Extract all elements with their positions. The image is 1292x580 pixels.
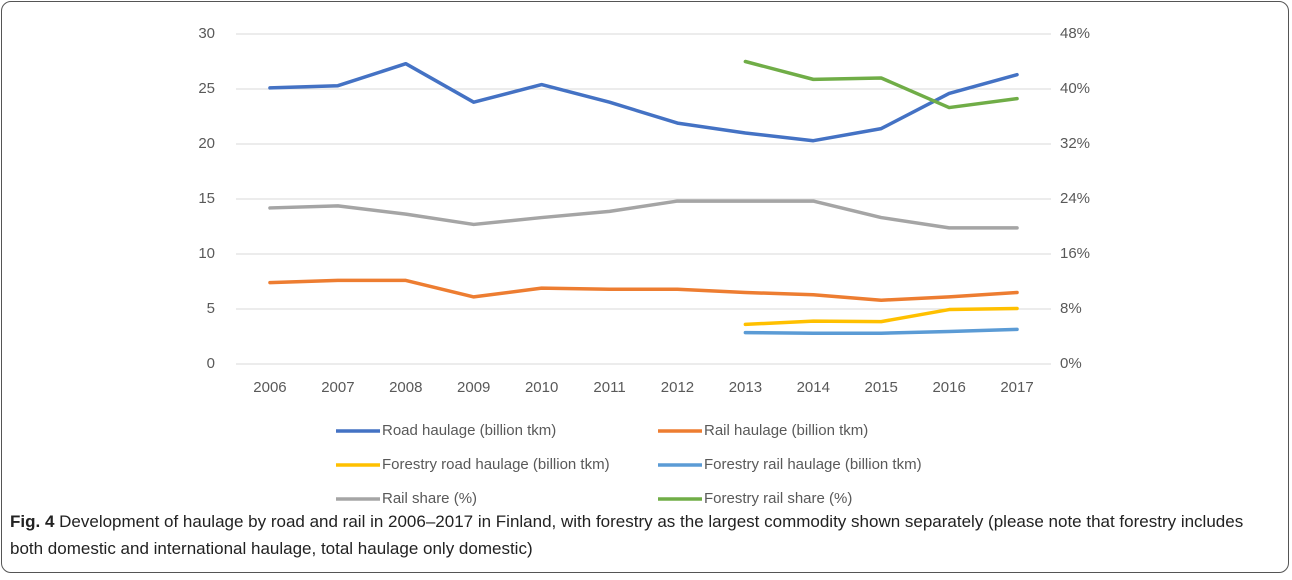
y2-tick-label: 32% <box>1060 135 1090 152</box>
y-tick-label: 5 <box>207 300 215 317</box>
y2-tick-label: 24% <box>1060 190 1090 207</box>
caption-text: Development of haulage by road and rail … <box>10 512 1244 558</box>
x-tick-label: 2011 <box>593 379 625 396</box>
legend-label: Forestry road haulage (billion tkm) <box>382 456 610 473</box>
x-tick-label: 2015 <box>865 379 898 396</box>
x-tick-label: 2016 <box>932 379 965 396</box>
y2-tick-label: 40% <box>1060 80 1090 97</box>
y2-tick-label: 0% <box>1060 355 1082 372</box>
y-tick-label: 30 <box>198 25 215 42</box>
y-tick-label: 25 <box>198 80 215 97</box>
y2-tick-label: 8% <box>1060 300 1082 317</box>
y2-tick-label: 16% <box>1060 245 1090 262</box>
line-series <box>268 278 1019 302</box>
legend-label: Forestry rail share (%) <box>704 490 852 507</box>
line-series <box>743 59 1019 110</box>
y-tick-label: 15 <box>198 190 215 207</box>
x-tick-label: 2014 <box>797 379 830 396</box>
line-series <box>268 199 1019 230</box>
x-tick-label: 2007 <box>321 379 354 396</box>
legend-label: Forestry rail haulage (billion tkm) <box>704 456 922 473</box>
x-tick-label: 2010 <box>525 379 558 396</box>
line-series <box>743 327 1019 335</box>
legend-label: Road haulage (billion tkm) <box>382 422 556 439</box>
legend-label: Rail haulage (billion tkm) <box>704 422 868 439</box>
legend-label: Rail share (%) <box>382 490 477 507</box>
x-tick-label: 2008 <box>389 379 422 396</box>
y-tick-label: 0 <box>207 355 215 372</box>
x-tick-label: 2017 <box>1000 379 1033 396</box>
y-tick-label: 10 <box>198 245 215 262</box>
line-series <box>268 61 1019 143</box>
x-tick-label: 2013 <box>729 379 762 396</box>
line-series <box>743 306 1019 327</box>
x-tick-label: 2009 <box>457 379 490 396</box>
y-tick-label: 20 <box>198 135 215 152</box>
x-tick-label: 2006 <box>253 379 286 396</box>
y2-tick-label: 48% <box>1060 25 1090 42</box>
caption-label: Fig. 4 <box>10 512 55 531</box>
x-tick-label: 2012 <box>661 379 694 396</box>
caption: Fig. 4 Development of haulage by road an… <box>10 508 1275 562</box>
